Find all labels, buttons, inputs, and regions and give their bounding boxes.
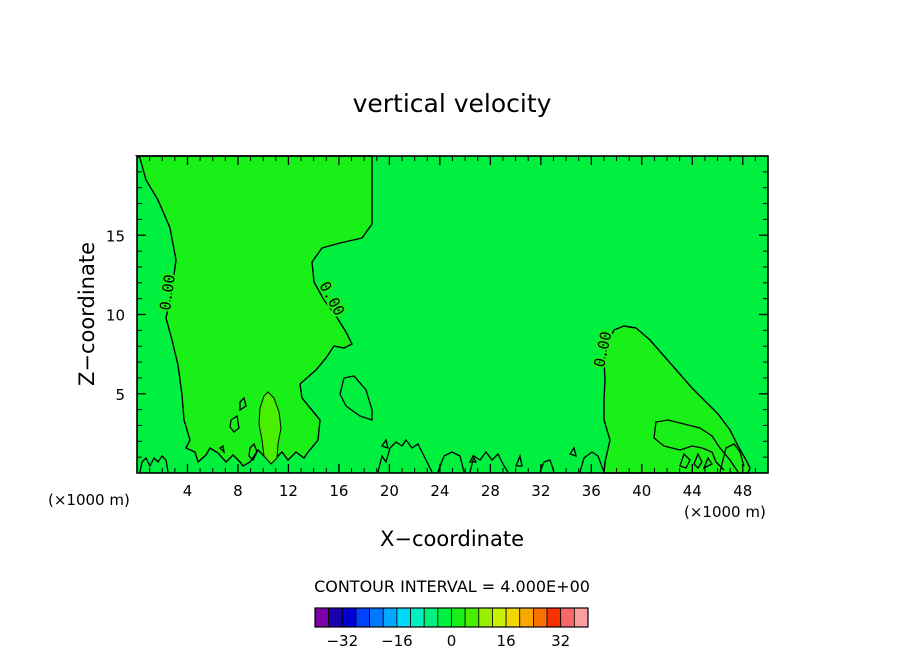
colorbar-swatch [519,607,534,628]
x-tick-label: 44 [683,482,702,500]
right-positive-region [603,325,751,474]
colorbar-swatch [464,607,480,628]
x-tick-label: 12 [279,482,298,500]
y-axis-label: Z−coordinate [75,242,99,386]
colorbar-swatch [505,607,521,628]
x-tick-label: 40 [632,482,651,500]
x-tick-label: 36 [582,482,601,500]
colorbar-swatch [341,607,357,628]
colorbar-tick-label: 0 [447,632,457,650]
colorbar-tick-label: −16 [381,632,413,650]
colorbar-swatch [423,607,439,628]
colorbar-swatch [382,607,398,628]
colorbar-swatch [560,607,575,628]
x-tick-label: 24 [430,482,449,500]
colorbar-swatch [573,607,589,628]
colorbar-swatch [546,607,562,628]
x-tick-label: 48 [733,482,752,500]
x-tick-label: 16 [329,482,348,500]
colorbar-tick-labels: −32 −16 0 16 32 [326,632,570,650]
y-axis: 5 10 15 [106,171,768,458]
y-tick-label: 10 [106,307,125,325]
colorbar-swatch [355,607,371,628]
colorbar-swatch [437,607,452,628]
x-axis-label: X−coordinate [380,527,524,551]
colorbar-swatch [369,607,384,628]
x-unit-right: (×1000 m) [684,503,766,521]
colorbar-swatch [533,607,548,628]
colorbar-frame [314,607,589,628]
colorbar-swatch [451,607,466,628]
colorbar-tick-label: 16 [497,632,516,650]
colorbar-swatch [410,607,425,628]
contour-interval-text: CONTOUR INTERVAL = 4.000E+00 [314,577,590,596]
x-tick-label: 32 [531,482,550,500]
y-tick-label: 15 [106,227,125,245]
colorbar-swatch [314,607,330,628]
x-tick-label: 20 [380,482,399,500]
core-region [258,391,282,465]
colorbar-tick-label: −32 [326,632,358,650]
colorbar-swatch [492,607,507,628]
secondary-contours [139,375,745,473]
colorbar-tick-label: 32 [551,632,570,650]
y-tick-label: 5 [115,386,125,404]
colorbar-swatch [478,607,493,628]
colorbar-swatch [328,607,343,628]
x-unit-left: (×1000 m) [48,491,130,509]
x-axis: 4 8 12 16 20 24 28 32 36 40 44 48 [149,156,756,500]
x-tick-label: 28 [481,482,500,500]
plot-area: 0.00 0.00 0.00 [134,155,769,474]
x-tick-label: 4 [183,482,193,500]
colorbar [314,607,589,628]
chart-title: vertical velocity [353,89,552,118]
colorbar-swatch [396,607,411,628]
x-tick-label: 8 [233,482,243,500]
